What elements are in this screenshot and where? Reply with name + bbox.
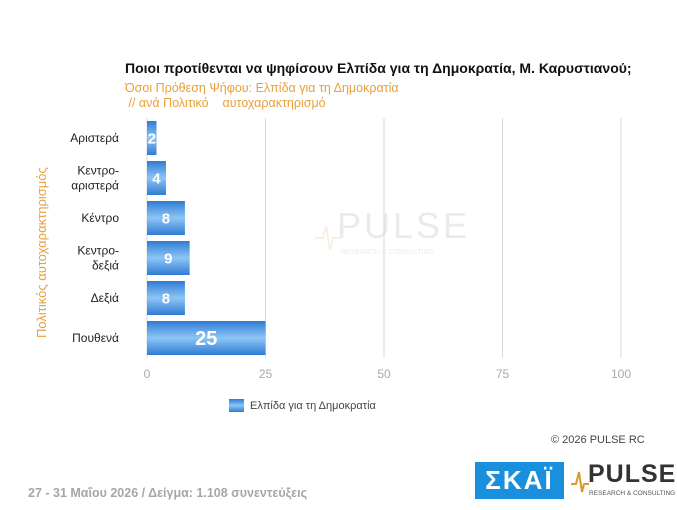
category-label: Πουθενά — [72, 331, 119, 345]
survey-footer: 27 - 31 Μαΐου 2026 / Δείγμα: 1.108 συνεν… — [28, 486, 308, 500]
pulse-watermark: PULSE RESEARCH & CONSULTING — [315, 205, 475, 265]
x-tick-label: 75 — [496, 367, 510, 381]
watermark-pulse-wave-icon — [315, 225, 341, 251]
bar — [147, 241, 190, 275]
legend-swatch — [229, 399, 244, 412]
bar-value-label: 25 — [195, 328, 217, 350]
bar — [147, 321, 266, 355]
bar — [147, 201, 185, 235]
category-label: δεξιά — [92, 259, 119, 273]
category-label: Δεξιά — [91, 291, 119, 305]
x-tick-label: 50 — [377, 367, 391, 381]
watermark-tagline: RESEARCH & CONSULTING — [341, 249, 434, 256]
x-tick-label: 0 — [144, 367, 151, 381]
bar — [147, 121, 157, 155]
chart-legend: Ελπίδα για τη Δημοκρατία — [229, 399, 376, 412]
copyright: © 2026 PULSE RC — [551, 434, 645, 446]
pulse-wave-icon — [571, 471, 589, 493]
bar-value-label: 2 — [148, 130, 156, 147]
bar-value-label: 9 — [164, 250, 172, 267]
bar-value-label: 4 — [152, 170, 161, 187]
bar — [147, 281, 185, 315]
chart-subtitle-line-1: Όσοι Πρόθεση Ψήφου: Ελπίδα για τη Δημοκρ… — [125, 81, 399, 95]
category-label: Κεντρο- — [77, 164, 119, 178]
pulse-logo-tagline: RESEARCH & CONSULTING — [589, 490, 676, 497]
bar-value-label: 8 — [162, 290, 170, 307]
bar-value-label: 8 — [162, 210, 170, 227]
pulse-logo: PULSE RESEARCH & CONSULTING — [571, 460, 676, 502]
x-tick-label: 25 — [259, 367, 273, 381]
bar — [147, 161, 166, 195]
bar-chart: 0 25 50 75 100 2 Αριστερά 4 Κεντρο-αριστερά 8 Κέντ… — [70, 118, 631, 381]
category-label: Κεντρο- — [77, 244, 119, 258]
chart-title: Ποιοι προτίθενται να ψηφίσουν Ελπίδα για… — [125, 60, 632, 76]
category-label: Κέντρο — [81, 211, 119, 225]
skai-logo: ΣΚΑΪ — [475, 462, 564, 499]
chart-subtitle-line-2: // ανά Πολιτικό αυτοχαρακτηρισμό — [125, 96, 326, 110]
pulse-logo-word: PULSE — [588, 460, 677, 488]
x-tick-label: 100 — [611, 367, 631, 381]
category-label: Αριστερά — [70, 131, 119, 145]
watermark-word: PULSE — [337, 205, 471, 246]
legend-label: Ελπίδα για τη Δημοκρατία — [250, 399, 376, 412]
category-label: αριστερά — [71, 179, 119, 193]
